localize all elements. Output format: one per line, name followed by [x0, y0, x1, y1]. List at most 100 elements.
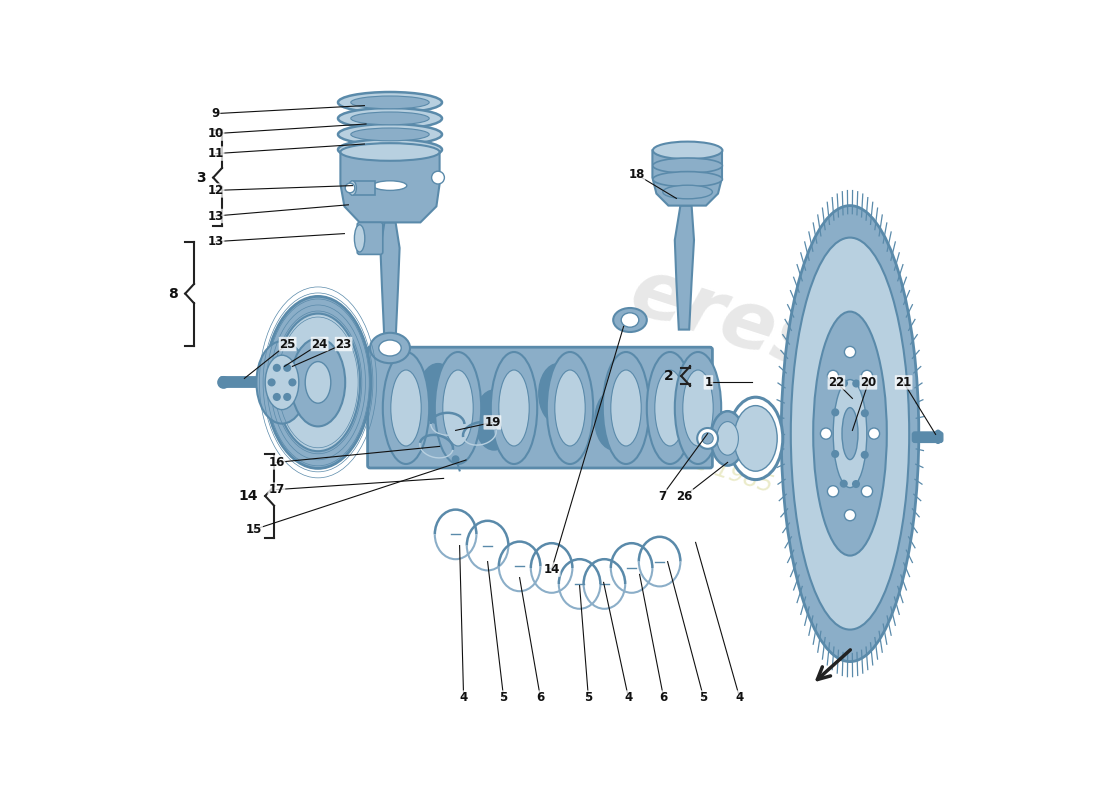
Text: 23: 23	[336, 338, 352, 350]
Text: 18: 18	[628, 168, 645, 181]
Text: 1: 1	[704, 376, 713, 389]
Text: 5: 5	[499, 691, 508, 704]
Text: 6: 6	[660, 691, 668, 704]
Text: 14: 14	[239, 489, 258, 503]
Ellipse shape	[498, 370, 529, 446]
Circle shape	[840, 380, 847, 386]
Text: 4: 4	[736, 691, 744, 704]
Circle shape	[702, 433, 713, 444]
Ellipse shape	[621, 313, 639, 327]
Text: 11: 11	[208, 147, 223, 160]
Ellipse shape	[443, 370, 473, 446]
Circle shape	[268, 379, 275, 386]
Circle shape	[854, 380, 859, 386]
Text: 17: 17	[268, 483, 285, 496]
Text: 19: 19	[484, 416, 500, 429]
Text: 24: 24	[311, 338, 328, 350]
Text: 7: 7	[658, 490, 667, 502]
Text: 5: 5	[700, 691, 707, 704]
Ellipse shape	[276, 314, 360, 451]
Ellipse shape	[613, 308, 647, 332]
Text: 21: 21	[895, 376, 912, 389]
Circle shape	[827, 486, 838, 497]
Ellipse shape	[378, 340, 402, 356]
Circle shape	[218, 377, 229, 388]
Circle shape	[861, 410, 868, 417]
Ellipse shape	[383, 352, 429, 464]
Ellipse shape	[647, 352, 693, 464]
FancyBboxPatch shape	[367, 347, 713, 468]
Circle shape	[861, 486, 872, 497]
Ellipse shape	[354, 225, 365, 252]
Text: 13: 13	[208, 235, 223, 248]
Text: 26: 26	[676, 490, 693, 502]
Ellipse shape	[370, 333, 410, 363]
Text: 10: 10	[208, 127, 223, 140]
Ellipse shape	[434, 352, 481, 464]
Text: 25: 25	[279, 338, 296, 350]
Ellipse shape	[338, 92, 442, 113]
Text: 4: 4	[460, 691, 467, 704]
FancyBboxPatch shape	[912, 432, 943, 442]
Circle shape	[289, 379, 296, 386]
Ellipse shape	[652, 158, 723, 174]
Ellipse shape	[351, 128, 429, 141]
Ellipse shape	[351, 143, 429, 156]
Polygon shape	[652, 150, 722, 206]
Circle shape	[274, 365, 280, 371]
Ellipse shape	[290, 338, 345, 426]
Ellipse shape	[351, 112, 429, 125]
Ellipse shape	[539, 363, 578, 424]
Ellipse shape	[652, 171, 723, 186]
Ellipse shape	[305, 362, 331, 403]
Polygon shape	[674, 206, 694, 330]
Ellipse shape	[419, 363, 458, 424]
Ellipse shape	[842, 407, 858, 459]
Ellipse shape	[663, 186, 713, 198]
Circle shape	[827, 370, 838, 382]
Circle shape	[861, 452, 868, 458]
Text: 3: 3	[197, 170, 206, 185]
Text: 12: 12	[208, 184, 223, 197]
Ellipse shape	[683, 370, 713, 446]
Text: 4: 4	[625, 691, 632, 704]
Ellipse shape	[349, 181, 356, 195]
Circle shape	[274, 394, 280, 400]
Ellipse shape	[340, 143, 440, 161]
Text: 22: 22	[828, 376, 845, 389]
Ellipse shape	[603, 352, 649, 464]
Circle shape	[284, 365, 290, 371]
Text: 14: 14	[543, 563, 560, 576]
Ellipse shape	[813, 311, 887, 555]
Circle shape	[821, 428, 832, 439]
Circle shape	[868, 428, 880, 439]
Text: 13: 13	[208, 210, 223, 222]
Ellipse shape	[373, 181, 407, 190]
Polygon shape	[340, 152, 440, 222]
Ellipse shape	[338, 108, 442, 129]
Ellipse shape	[547, 352, 593, 464]
Ellipse shape	[338, 124, 442, 145]
Ellipse shape	[265, 355, 299, 410]
Text: 5: 5	[584, 691, 593, 704]
FancyBboxPatch shape	[220, 377, 258, 387]
Text: 8: 8	[168, 286, 178, 301]
Ellipse shape	[781, 206, 918, 662]
Ellipse shape	[351, 96, 429, 109]
Ellipse shape	[734, 406, 778, 471]
Bar	[352, 181, 375, 195]
Circle shape	[845, 510, 856, 521]
Text: 15: 15	[245, 523, 262, 536]
Text: 20: 20	[860, 376, 877, 389]
Text: 16: 16	[268, 456, 285, 469]
Circle shape	[697, 428, 718, 449]
Circle shape	[452, 456, 459, 462]
Text: a passion since 1985: a passion since 1985	[532, 398, 776, 498]
Ellipse shape	[491, 352, 537, 464]
Ellipse shape	[717, 422, 738, 455]
Text: 6: 6	[537, 691, 544, 704]
Ellipse shape	[711, 411, 745, 466]
FancyBboxPatch shape	[358, 222, 383, 254]
Circle shape	[852, 481, 859, 487]
Text: eres: eres	[620, 253, 832, 387]
